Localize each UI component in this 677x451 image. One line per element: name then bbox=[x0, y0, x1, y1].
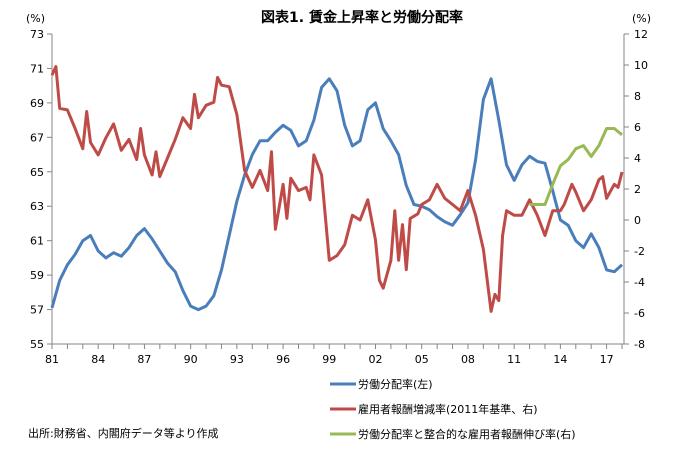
left-tick-label: 65 bbox=[30, 166, 44, 179]
legend-label: 雇用者報酬増減率(2011年基準、右) bbox=[358, 402, 538, 416]
left-tick-label: 61 bbox=[30, 235, 44, 248]
chart-title: 図表1. 賃金上昇率と労働分配率 bbox=[261, 9, 463, 26]
left-axis-unit: (%) bbox=[26, 12, 45, 25]
plot-lines bbox=[50, 65, 624, 313]
series-line-2 bbox=[50, 65, 624, 313]
x-tick-label: 17 bbox=[600, 353, 614, 366]
right-axis-unit: (%) bbox=[632, 12, 651, 25]
right-tick-label: 10 bbox=[634, 59, 648, 72]
left-tick-label: 69 bbox=[30, 97, 44, 110]
left-tick-label: 67 bbox=[30, 131, 44, 144]
left-tick-label: 63 bbox=[30, 200, 44, 213]
right-tick-label: 4 bbox=[634, 152, 641, 165]
x-tick-label: 93 bbox=[230, 353, 244, 366]
right-tick-label: -4 bbox=[634, 276, 645, 289]
left-tick-label: 71 bbox=[30, 62, 44, 75]
x-tick-label: 90 bbox=[184, 353, 198, 366]
x-tick-label: 11 bbox=[507, 353, 521, 366]
left-tick-label: 59 bbox=[30, 269, 44, 282]
right-tick-label: 6 bbox=[634, 121, 641, 134]
x-tick-label: 99 bbox=[322, 353, 336, 366]
legend-label: 労働分配率と整合的な雇用者報酬伸び率(右) bbox=[358, 427, 576, 441]
right-tick-label: 2 bbox=[634, 183, 641, 196]
x-tick-label: 84 bbox=[91, 353, 105, 366]
x-tick-label: 08 bbox=[461, 353, 475, 366]
right-tick-label: -6 bbox=[634, 307, 645, 320]
x-tick-label: 02 bbox=[369, 353, 383, 366]
x-tick-label: 14 bbox=[553, 353, 567, 366]
legend-label: 労働分配率(左) bbox=[358, 377, 433, 391]
right-tick-label: 0 bbox=[634, 214, 641, 227]
series-line-3 bbox=[529, 127, 623, 206]
legend: 労働分配率(左) 雇用者報酬増減率(2011年基準、右) 労働分配率と整合的な雇用者… bbox=[330, 377, 576, 441]
x-tick-label: 96 bbox=[276, 353, 290, 366]
left-tick-label: 55 bbox=[30, 338, 44, 351]
right-tick-label: -8 bbox=[634, 338, 645, 351]
left-tick-label: 73 bbox=[30, 28, 44, 41]
source-note: 出所:財務省、内閣府データ等より作成 bbox=[28, 426, 219, 440]
x-tick-label: 81 bbox=[45, 353, 59, 366]
right-tick-label: 8 bbox=[634, 90, 641, 103]
series-line-1 bbox=[50, 77, 624, 312]
right-tick-label: -2 bbox=[634, 245, 645, 258]
left-tick-label: 57 bbox=[30, 304, 44, 317]
x-tick-label: 05 bbox=[415, 353, 429, 366]
right-tick-label: 12 bbox=[634, 28, 648, 41]
x-tick-label: 87 bbox=[137, 353, 151, 366]
